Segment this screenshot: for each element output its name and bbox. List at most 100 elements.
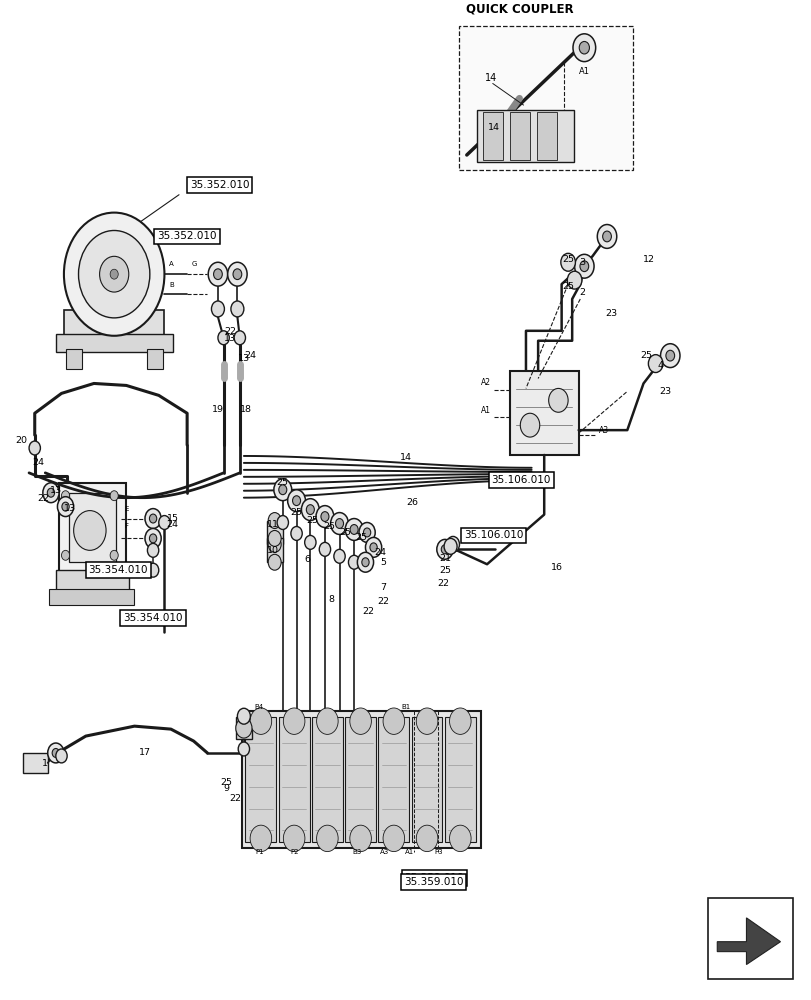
- Circle shape: [52, 748, 59, 757]
- Text: 25: 25: [307, 516, 319, 525]
- Circle shape: [348, 555, 359, 569]
- Circle shape: [383, 825, 404, 852]
- Circle shape: [659, 344, 679, 368]
- Circle shape: [573, 34, 595, 62]
- Circle shape: [234, 331, 245, 345]
- Text: 24: 24: [32, 458, 45, 467]
- Circle shape: [320, 512, 328, 521]
- Circle shape: [290, 526, 302, 540]
- Text: 17: 17: [139, 748, 151, 757]
- Bar: [706, 898, 792, 979]
- Text: A3: A3: [599, 426, 608, 435]
- Circle shape: [148, 563, 159, 577]
- Circle shape: [578, 41, 589, 54]
- Text: 5: 5: [380, 558, 386, 567]
- Circle shape: [62, 502, 69, 511]
- Circle shape: [148, 543, 159, 557]
- Bar: [56, 570, 129, 590]
- Text: 25: 25: [290, 508, 303, 517]
- Bar: [66, 349, 82, 369]
- Text: 10: 10: [267, 546, 279, 555]
- Circle shape: [330, 513, 348, 534]
- Bar: [24, 753, 48, 773]
- Circle shape: [233, 269, 242, 280]
- Circle shape: [383, 708, 404, 734]
- Text: 24: 24: [166, 520, 178, 529]
- Circle shape: [520, 413, 539, 437]
- Text: F: F: [124, 523, 128, 529]
- Text: 22: 22: [230, 794, 242, 803]
- Circle shape: [149, 514, 157, 523]
- Circle shape: [446, 536, 459, 552]
- Circle shape: [235, 718, 251, 738]
- Text: 22: 22: [437, 579, 448, 588]
- Circle shape: [43, 483, 59, 503]
- Circle shape: [56, 749, 67, 763]
- Circle shape: [292, 496, 300, 506]
- Circle shape: [315, 506, 333, 527]
- Text: 23: 23: [604, 309, 616, 318]
- Circle shape: [277, 516, 288, 529]
- Text: P2: P2: [290, 849, 298, 855]
- Circle shape: [370, 543, 377, 552]
- Circle shape: [363, 528, 371, 537]
- Circle shape: [145, 528, 161, 548]
- Text: A1: A1: [481, 406, 491, 415]
- Circle shape: [79, 230, 150, 318]
- Text: 35.106.010: 35.106.010: [463, 530, 522, 540]
- Circle shape: [217, 331, 229, 345]
- Circle shape: [602, 231, 611, 242]
- Circle shape: [597, 225, 616, 248]
- Circle shape: [350, 525, 358, 534]
- Circle shape: [283, 708, 305, 734]
- Text: 25: 25: [220, 778, 232, 787]
- Text: 4: 4: [657, 361, 663, 370]
- Circle shape: [237, 708, 250, 724]
- Text: 35.354.010: 35.354.010: [123, 613, 182, 623]
- Circle shape: [62, 550, 70, 560]
- Text: 25: 25: [339, 528, 351, 537]
- Bar: [444, 717, 475, 842]
- Bar: [483, 112, 503, 160]
- Text: 22: 22: [362, 607, 373, 616]
- Circle shape: [149, 534, 157, 543]
- Bar: [245, 717, 276, 842]
- Circle shape: [316, 825, 337, 852]
- Circle shape: [64, 213, 165, 336]
- Circle shape: [213, 269, 222, 280]
- Text: A1: A1: [578, 67, 589, 76]
- Bar: [266, 521, 282, 544]
- Text: A3: A3: [380, 849, 389, 855]
- Text: 25: 25: [561, 282, 573, 291]
- Bar: [345, 717, 375, 842]
- Circle shape: [365, 537, 381, 557]
- Text: 16: 16: [550, 563, 562, 572]
- Polygon shape: [716, 918, 779, 965]
- Text: 15: 15: [166, 514, 178, 523]
- Circle shape: [567, 271, 581, 289]
- Text: 13: 13: [238, 354, 250, 363]
- Bar: [378, 717, 409, 842]
- Bar: [509, 371, 578, 455]
- Text: 25: 25: [640, 351, 652, 360]
- Circle shape: [335, 519, 343, 528]
- Circle shape: [110, 491, 118, 501]
- Circle shape: [268, 513, 281, 528]
- Circle shape: [110, 269, 118, 279]
- Text: 11: 11: [267, 520, 279, 529]
- Circle shape: [268, 554, 281, 570]
- Circle shape: [250, 825, 272, 852]
- Circle shape: [47, 488, 54, 497]
- Circle shape: [350, 825, 371, 852]
- Text: QUICK COUPLER: QUICK COUPLER: [466, 3, 573, 16]
- Text: 35.352.010: 35.352.010: [157, 231, 217, 241]
- Text: A2: A2: [481, 378, 491, 387]
- Circle shape: [350, 708, 371, 734]
- Text: B4: B4: [254, 704, 263, 710]
- Bar: [235, 717, 251, 739]
- Text: 22: 22: [377, 597, 388, 606]
- Circle shape: [29, 441, 41, 455]
- Circle shape: [444, 538, 457, 554]
- Text: 14: 14: [400, 453, 411, 462]
- Circle shape: [449, 708, 470, 734]
